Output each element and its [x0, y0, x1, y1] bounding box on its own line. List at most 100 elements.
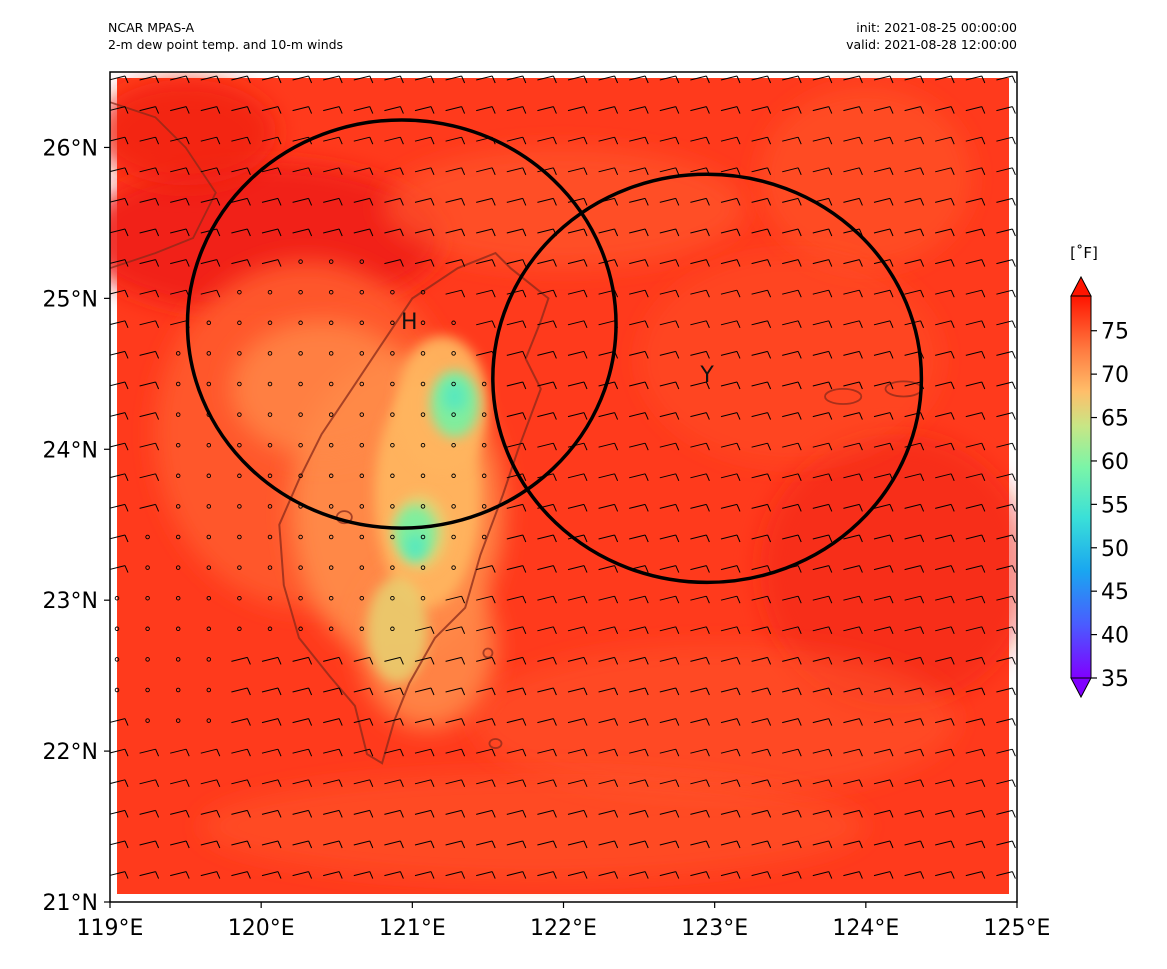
wind-barb — [751, 197, 772, 206]
wind-barb — [904, 809, 925, 818]
calm-wind-marker — [175, 473, 181, 479]
calm-wind-marker — [206, 657, 212, 662]
wind-barb — [782, 442, 802, 451]
wind-barb — [782, 381, 802, 390]
wind-barb — [506, 136, 527, 145]
wind-barb — [506, 228, 527, 237]
colorbar-tick-label: 55 — [1101, 493, 1129, 518]
wind-barb — [690, 718, 710, 726]
wind-barb — [506, 626, 527, 634]
wind-barb — [751, 473, 772, 481]
wind-barb — [567, 748, 588, 757]
wind-barb — [904, 840, 925, 849]
wind-barb — [782, 595, 802, 604]
wind-barb — [506, 75, 527, 84]
wind-barb — [598, 228, 619, 237]
calm-wind-marker — [175, 412, 181, 417]
wind-barb — [598, 75, 619, 84]
wind-barb — [629, 412, 649, 420]
wind-barb — [139, 136, 160, 145]
wind-barb — [414, 809, 435, 818]
calm-wind-marker — [206, 504, 212, 509]
wind-barb — [720, 167, 741, 175]
wind-barb — [261, 228, 282, 237]
wind-barb — [414, 871, 435, 879]
wind-barb — [231, 106, 251, 114]
wind-barb — [353, 809, 374, 818]
wind-barb — [720, 259, 741, 267]
wind-barb — [231, 687, 251, 696]
wind-barb — [659, 381, 680, 390]
wind-barb — [200, 748, 221, 757]
wind-barb — [843, 167, 863, 175]
lon-tick-label: 125°E — [984, 916, 1051, 941]
colorbar-ticks: 35 40 45 50 55 60 65 70 75 — [1091, 320, 1129, 692]
wind-barb — [445, 779, 466, 787]
wind-barb — [812, 809, 833, 818]
calm-wind-marker — [390, 289, 395, 295]
calm-wind-marker — [420, 534, 426, 540]
wind-barb — [139, 350, 160, 359]
wind-barb — [904, 289, 925, 298]
wind-barb — [812, 534, 833, 543]
wind-barb — [690, 809, 710, 818]
wind-barb — [904, 503, 925, 512]
wind-barb — [353, 656, 374, 665]
wind-barb — [170, 748, 190, 757]
wind-barb — [690, 106, 710, 114]
wind-barb — [629, 871, 649, 879]
calm-wind-marker — [175, 565, 181, 570]
wind-barb — [965, 779, 986, 787]
wind-barb — [537, 259, 557, 267]
wind-barb — [690, 75, 710, 84]
wind-barb — [843, 565, 863, 573]
wind-barb — [659, 350, 680, 359]
wind-barb — [690, 350, 710, 359]
wind-barb — [690, 289, 710, 298]
valid-time: valid: 2021-08-28 12:00:00 — [846, 37, 1017, 52]
calm-wind-marker — [114, 687, 120, 693]
wind-barb — [873, 626, 894, 634]
wind-barb — [659, 718, 680, 726]
wind-barb — [812, 259, 833, 267]
calm-wind-marker — [359, 289, 365, 295]
wind-barb — [323, 106, 343, 114]
china-coastline — [110, 101, 217, 270]
calm-wind-marker — [206, 595, 212, 601]
wind-barb — [139, 381, 160, 390]
wind-barb — [476, 197, 496, 206]
colorbar-max-arrow — [1070, 275, 1092, 297]
wind-barb — [996, 75, 1016, 84]
wind-barb — [843, 442, 863, 451]
wind-barb — [782, 473, 802, 481]
colorbar-tick-label: 50 — [1101, 537, 1129, 562]
wind-barb — [353, 197, 374, 206]
calm-wind-marker — [237, 381, 242, 387]
wind-barb — [170, 871, 190, 879]
lon-tick-label: 120°E — [228, 916, 295, 941]
wind-barb — [843, 197, 863, 206]
wind-barb — [170, 779, 190, 787]
wind-barb — [659, 106, 680, 114]
calm-wind-marker — [420, 289, 426, 295]
wind-barb — [904, 718, 925, 726]
wind-barb — [935, 656, 955, 665]
wind-barb — [720, 840, 741, 849]
wind-barb — [843, 748, 863, 757]
wind-barb — [110, 779, 129, 787]
calm-wind-marker — [145, 718, 150, 723]
wind-barb — [935, 259, 955, 267]
wind-barb — [353, 718, 374, 726]
wind-barb — [476, 687, 496, 696]
wind-barb — [629, 656, 649, 665]
wind-barb — [110, 381, 129, 390]
wind-barb — [659, 656, 680, 665]
wind-barb — [445, 656, 466, 665]
wind-barb — [200, 871, 221, 879]
wind-barb — [384, 840, 404, 849]
colorbar-tick-label: 35 — [1101, 667, 1129, 692]
wind-barb — [904, 871, 925, 879]
wind-barb — [323, 656, 343, 665]
wind-barb — [537, 748, 557, 757]
wind-barb — [873, 320, 894, 328]
